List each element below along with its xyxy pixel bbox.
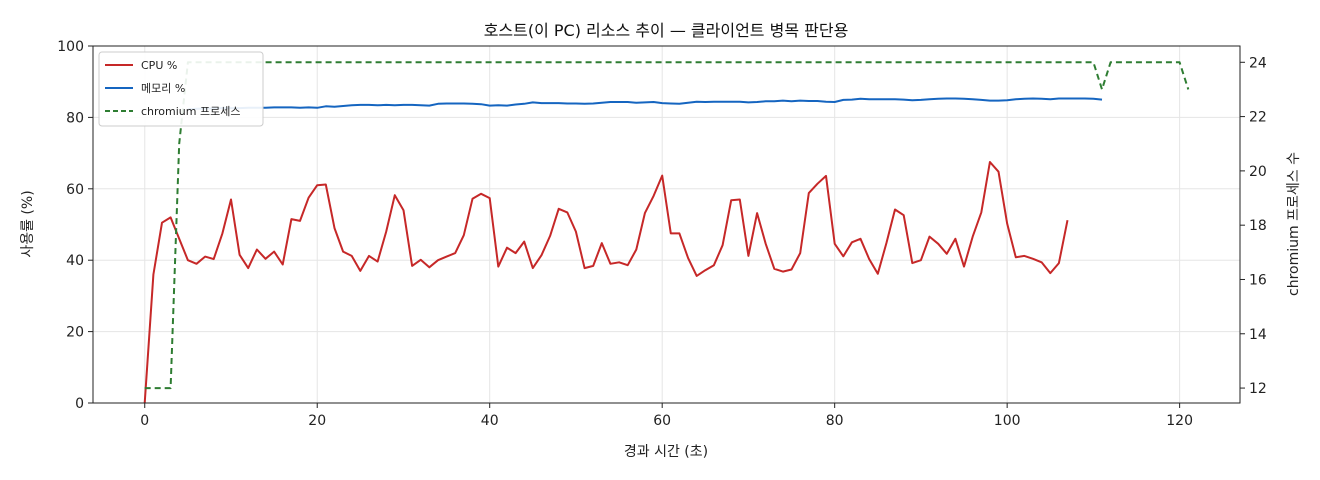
x-axis-label: 경과 시간 (초) xyxy=(624,444,708,460)
grid xyxy=(93,45,1240,404)
x-tick-label: 80 xyxy=(826,413,844,429)
y-tick-label: 20 xyxy=(66,325,84,341)
y2-tick-label: 20 xyxy=(1249,164,1267,180)
y-tick-label: 0 xyxy=(75,396,84,412)
x-tick-label: 120 xyxy=(1166,413,1193,429)
y2-tick-label: 18 xyxy=(1249,218,1267,234)
y2-axis: 12 14 16 18 20 22 24 xyxy=(1240,55,1267,397)
x-tick-label: 0 xyxy=(140,413,149,429)
chart-title: 호스트(이 PC) 리소스 추이 — 클라이언트 병목 판단용 xyxy=(484,21,849,40)
series-line-cpu xyxy=(143,161,1069,404)
legend: CPU % 메모리 % chromium 프로세스 xyxy=(98,51,264,127)
series-layer xyxy=(143,61,1190,404)
plot-frame xyxy=(92,45,1241,404)
y2-tick-label: 24 xyxy=(1249,55,1267,71)
y-tick-label: 40 xyxy=(66,253,84,269)
y-axis-label: 사용률 (%) xyxy=(20,190,36,257)
y-tick-label: 100 xyxy=(57,39,84,55)
y-tick-label: 60 xyxy=(66,182,84,198)
x-axis: 0 20 40 60 80 100 120 xyxy=(140,403,1193,429)
series-line-memory xyxy=(187,97,1103,111)
y-axis: 0 20 40 60 80 100 xyxy=(57,39,93,412)
legend-label-cpu: CPU % xyxy=(141,59,177,72)
x-tick-label: 100 xyxy=(994,413,1021,429)
y2-tick-label: 16 xyxy=(1249,272,1267,288)
y2-tick-label: 22 xyxy=(1249,110,1267,126)
x-tick-label: 60 xyxy=(653,413,671,429)
y-tick-label: 80 xyxy=(66,110,84,126)
y2-tick-label: 12 xyxy=(1249,381,1267,397)
legend-label-chromium: chromium 프로세스 xyxy=(141,105,240,118)
series-line-chromium xyxy=(144,61,1190,390)
y2-axis-label: chromium 프로세스 수 xyxy=(1286,152,1302,296)
x-tick-label: 40 xyxy=(481,413,499,429)
y2-tick-label: 14 xyxy=(1249,327,1267,343)
legend-box xyxy=(98,51,264,127)
x-tick-label: 20 xyxy=(308,413,326,429)
legend-label-memory: 메모리 % xyxy=(141,82,185,95)
